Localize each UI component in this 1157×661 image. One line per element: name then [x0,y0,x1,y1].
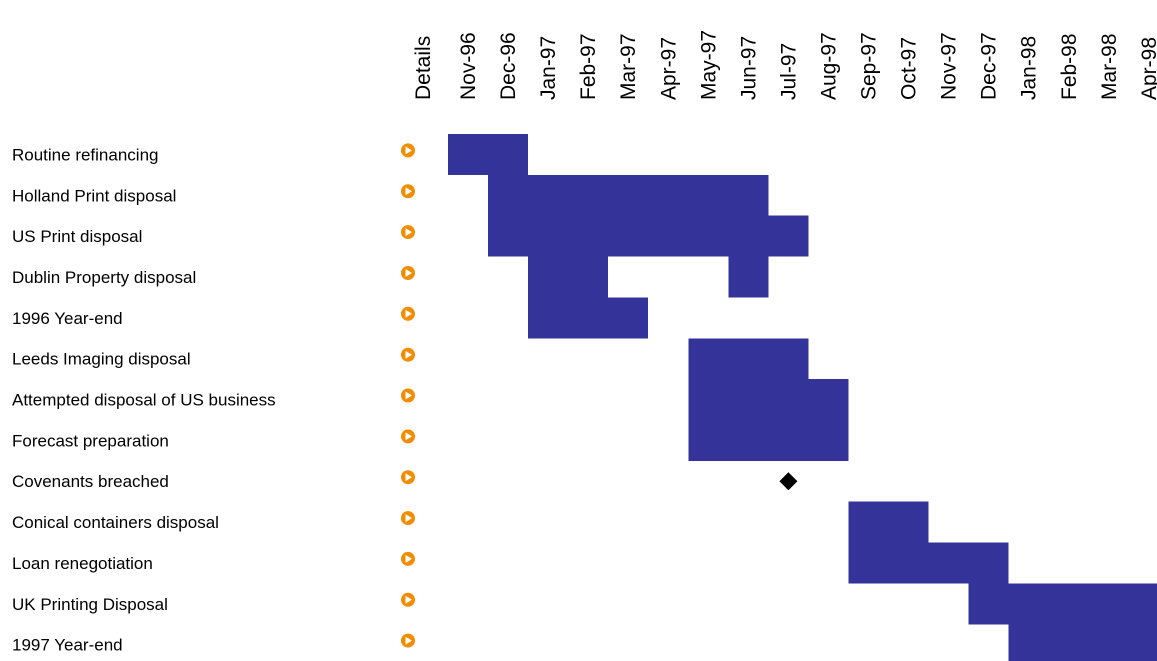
details-icon-arrow [405,228,412,237]
task-label: Covenants breached [12,472,169,491]
gantt-bar [848,501,929,543]
month-label: Feb-98 [1058,33,1081,100]
gantt-bar [688,338,809,380]
month-label: Jul-97 [777,43,800,100]
task-labels: Routine refinancing Holland Print disposa… [12,145,276,654]
month-header: Details [412,36,435,100]
month-label: Dec-96 [497,32,520,100]
gantt-bar [528,256,609,298]
month-label: Apr-98 [1138,37,1157,100]
month-label: May-97 [697,30,720,100]
gantt-bar-extra [728,256,769,298]
details-play-icon[interactable] [401,143,415,158]
month-label: Sep-97 [858,32,881,100]
details-icon-arrow [405,432,412,441]
details-play-icon[interactable] [401,184,415,199]
details-play-icon[interactable] [401,511,415,526]
gantt-bar [1008,624,1157,661]
task-label: Attempted disposal of US business [12,391,276,410]
details-icon-arrow [405,391,412,400]
task-label: Conical containers disposal [12,513,219,532]
details-play-icon[interactable] [401,470,415,485]
milestone-diamond-icon [779,472,798,491]
month-axis-labels: Nov-96 Dec-96 Jan-97 Feb-97 Mar-97 Apr-97 May-… [457,30,1157,100]
gantt-bar [528,297,649,339]
details-icon-arrow [405,350,412,359]
gantt-bar [848,542,1009,584]
details-play-icon[interactable] [401,592,415,607]
details-play-icon[interactable] [401,633,415,648]
month-label: Jan-98 [1018,36,1041,100]
task-label: Routine refinancing [12,145,158,164]
details-icon-arrow [405,309,412,318]
task-label: Dublin Property disposal [12,268,196,287]
details-icon-arrow [405,636,412,645]
details-play-icon[interactable] [401,429,415,444]
details-icon-arrow [405,514,412,523]
task-label: Holland Print disposal [12,186,176,205]
details-header: Details [412,36,435,100]
gantt-bar [968,583,1157,625]
details-play-icon[interactable] [401,551,415,566]
month-label: Nov-96 [457,32,480,100]
details-buttons[interactable] [401,143,415,648]
task-label: 1997 Year-end [12,636,123,655]
gantt-bar [488,215,809,257]
gantt-bars [448,134,1157,661]
task-label: UK Printing Disposal [12,595,168,614]
month-label: Mar-97 [617,33,640,100]
month-label: Nov-97 [938,32,961,100]
gantt-bar [448,134,529,175]
details-icon-arrow [405,187,412,196]
details-icon-arrow [405,595,412,604]
month-label: Dec-97 [978,32,1001,100]
details-play-icon[interactable] [401,266,415,280]
details-play-icon[interactable] [401,225,415,240]
details-play-icon[interactable] [401,306,415,321]
details-icon-arrow [405,554,412,563]
details-icon-arrow [405,473,412,482]
gantt-bar [688,379,849,420]
gantt-bar [488,174,769,216]
month-label: Aug-97 [818,32,841,100]
month-label: Jan-97 [537,36,560,100]
details-play-icon[interactable] [401,347,415,362]
month-label: Feb-97 [577,33,600,100]
task-label: US Print disposal [12,227,142,246]
month-label: Jun-97 [737,36,760,100]
task-label: 1996 Year-end [12,309,123,328]
month-label: Apr-97 [657,37,680,100]
details-icon-arrow [405,146,412,155]
details-icon-arrow [405,269,412,277]
month-label: Mar-98 [1098,33,1121,100]
details-play-icon[interactable] [401,388,415,403]
task-label: Loan renegotiation [12,554,153,573]
task-label: Leeds Imaging disposal [12,350,191,369]
month-label: Oct-97 [898,37,921,100]
task-label: Forecast preparation [12,431,169,450]
gantt-bar [688,419,849,461]
